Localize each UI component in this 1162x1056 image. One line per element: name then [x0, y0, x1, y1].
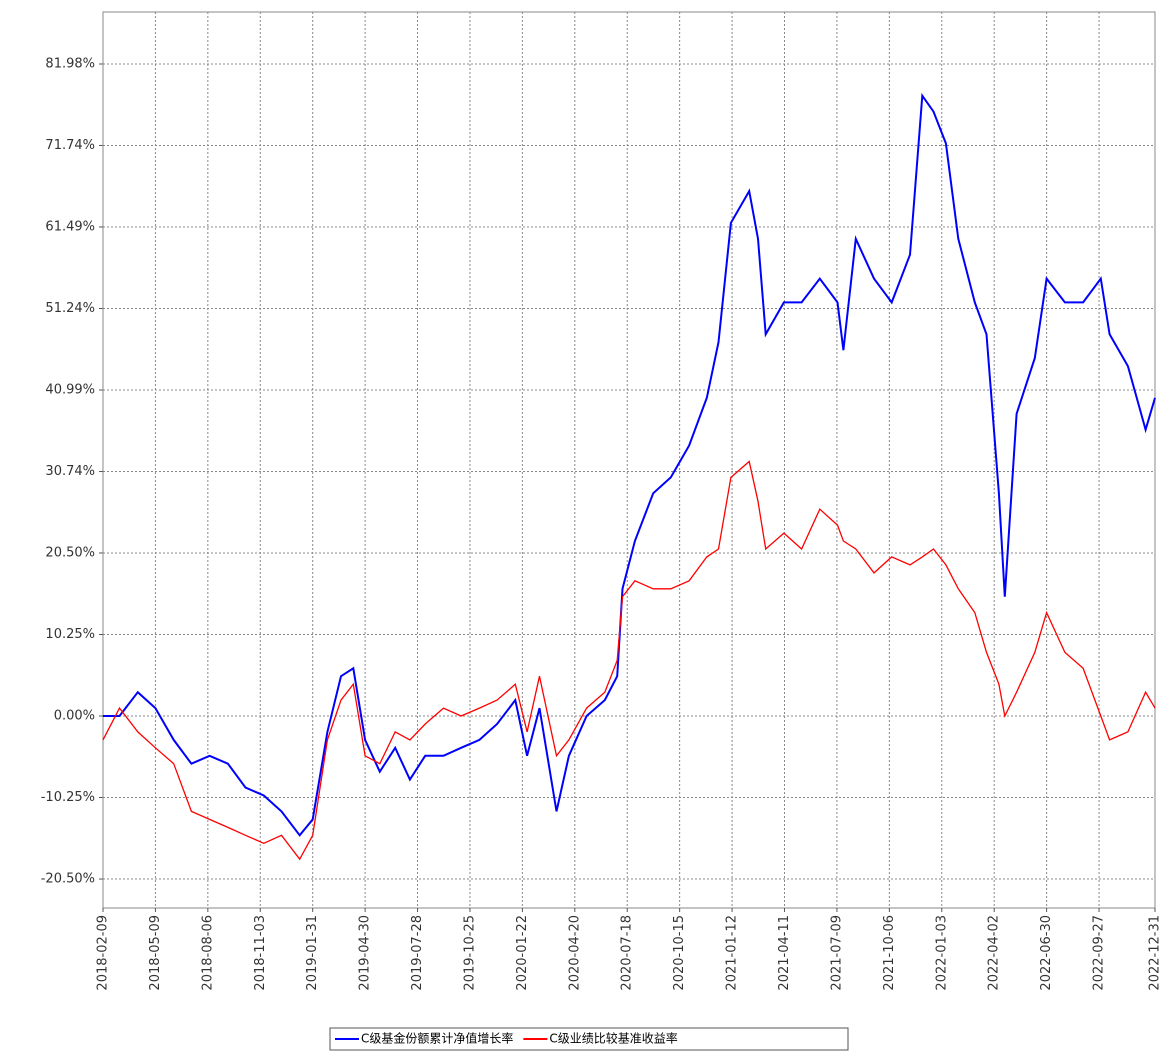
- x-tick-label: 2019-10-25: [462, 915, 477, 991]
- x-tick-label: 2021-07-09: [829, 915, 844, 991]
- x-tick-label: 2020-01-22: [515, 915, 530, 991]
- x-tick-label: 2020-10-15: [672, 915, 687, 991]
- y-tick-label: 0.00%: [54, 709, 95, 724]
- y-tick-label: 61.49%: [45, 219, 95, 234]
- x-tick-label: 2019-04-30: [358, 915, 373, 991]
- x-tick-label: 2021-10-06: [882, 915, 897, 991]
- y-tick-label: -20.50%: [41, 872, 95, 887]
- x-tick-label: 2022-04-02: [987, 915, 1002, 991]
- x-tick-label: 2018-08-06: [200, 915, 215, 991]
- y-tick-label: 20.50%: [45, 545, 95, 560]
- x-tick-label: 2022-12-31: [1148, 915, 1162, 991]
- x-tick-label: 2020-04-20: [567, 915, 582, 991]
- x-tick-label: 2022-06-30: [1039, 915, 1054, 991]
- y-tick-label: 10.25%: [45, 627, 95, 642]
- legend-label: C级基金份额累计净值增长率: [361, 1031, 513, 1046]
- x-tick-label: 2022-09-27: [1092, 915, 1107, 991]
- y-tick-label: 40.99%: [45, 383, 95, 398]
- y-tick-label: 71.74%: [45, 138, 95, 153]
- x-tick-label: 2018-11-03: [253, 915, 268, 991]
- y-tick-label: 51.24%: [45, 301, 95, 316]
- y-tick-label: 81.98%: [45, 57, 95, 72]
- x-tick-label: 2018-02-09: [96, 915, 111, 991]
- x-tick-label: 2019-01-31: [305, 915, 320, 991]
- legend-label: C级业绩比较基准收益率: [549, 1031, 677, 1046]
- y-tick-label: -10.25%: [41, 790, 95, 805]
- x-tick-label: 2020-07-18: [620, 915, 635, 991]
- x-tick-label: 2021-04-11: [777, 915, 792, 991]
- x-tick-label: 2022-01-03: [934, 915, 949, 991]
- x-tick-label: 2021-01-12: [725, 915, 740, 991]
- y-tick-label: 30.74%: [45, 464, 95, 479]
- x-tick-label: 2019-07-28: [410, 915, 425, 991]
- x-tick-label: 2018-05-09: [148, 915, 163, 991]
